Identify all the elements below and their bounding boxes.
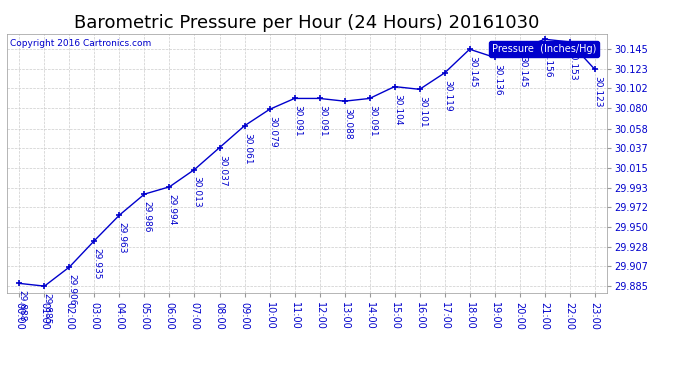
Line: Pressure  (Inches/Hg): Pressure (Inches/Hg) xyxy=(16,36,598,290)
Text: 30.037: 30.037 xyxy=(218,154,227,186)
Text: 29.888: 29.888 xyxy=(18,290,27,322)
Text: 30.156: 30.156 xyxy=(543,46,552,78)
Text: 30.101: 30.101 xyxy=(418,96,427,128)
Pressure  (Inches/Hg) xyxy=(340,99,348,104)
Text: 30.104: 30.104 xyxy=(393,93,402,125)
Pressure  (Inches/Hg) xyxy=(440,70,449,75)
Text: 30.123: 30.123 xyxy=(593,76,602,108)
Pressure  (Inches/Hg) xyxy=(40,284,48,288)
Text: Copyright 2016 Cartronics.com: Copyright 2016 Cartronics.com xyxy=(10,39,151,48)
Text: 30.091: 30.091 xyxy=(368,105,377,137)
Pressure  (Inches/Hg) xyxy=(566,40,574,44)
Pressure  (Inches/Hg) xyxy=(466,47,474,51)
Text: 30.079: 30.079 xyxy=(268,116,277,148)
Pressure  (Inches/Hg) xyxy=(90,238,99,243)
Pressure  (Inches/Hg) xyxy=(115,213,124,217)
Pressure  (Inches/Hg) xyxy=(15,281,23,286)
Text: 29.963: 29.963 xyxy=(118,222,127,254)
Text: 29.994: 29.994 xyxy=(168,194,177,225)
Pressure  (Inches/Hg) xyxy=(66,265,74,269)
Text: 30.061: 30.061 xyxy=(243,133,252,164)
Pressure  (Inches/Hg) xyxy=(491,55,499,60)
Text: 30.145: 30.145 xyxy=(518,56,527,88)
Text: 30.145: 30.145 xyxy=(468,56,477,88)
Text: 30.088: 30.088 xyxy=(343,108,352,140)
Pressure  (Inches/Hg) xyxy=(290,96,299,101)
Text: 30.136: 30.136 xyxy=(493,64,502,96)
Text: 29.885: 29.885 xyxy=(43,293,52,325)
Pressure  (Inches/Hg) xyxy=(415,87,424,92)
Pressure  (Inches/Hg) xyxy=(190,167,199,172)
Pressure  (Inches/Hg) xyxy=(591,67,599,72)
Text: 30.091: 30.091 xyxy=(293,105,302,137)
Pressure  (Inches/Hg) xyxy=(240,123,248,128)
Title: Barometric Pressure per Hour (24 Hours) 20161030: Barometric Pressure per Hour (24 Hours) … xyxy=(75,14,540,32)
Text: 30.119: 30.119 xyxy=(443,80,452,111)
Pressure  (Inches/Hg) xyxy=(140,192,148,196)
Text: 30.013: 30.013 xyxy=(193,177,201,208)
Pressure  (Inches/Hg) xyxy=(215,146,224,150)
Text: 29.935: 29.935 xyxy=(92,248,101,279)
Text: 29.986: 29.986 xyxy=(143,201,152,232)
Legend: Pressure  (Inches/Hg): Pressure (Inches/Hg) xyxy=(489,41,600,57)
Pressure  (Inches/Hg) xyxy=(266,107,274,112)
Pressure  (Inches/Hg) xyxy=(366,96,374,101)
Pressure  (Inches/Hg) xyxy=(515,47,524,51)
Pressure  (Inches/Hg) xyxy=(166,184,174,189)
Text: 30.091: 30.091 xyxy=(318,105,327,137)
Pressure  (Inches/Hg) xyxy=(391,84,399,89)
Pressure  (Inches/Hg) xyxy=(315,96,324,101)
Text: 30.153: 30.153 xyxy=(568,49,577,81)
Pressure  (Inches/Hg) xyxy=(540,37,549,42)
Text: 29.906: 29.906 xyxy=(68,274,77,305)
